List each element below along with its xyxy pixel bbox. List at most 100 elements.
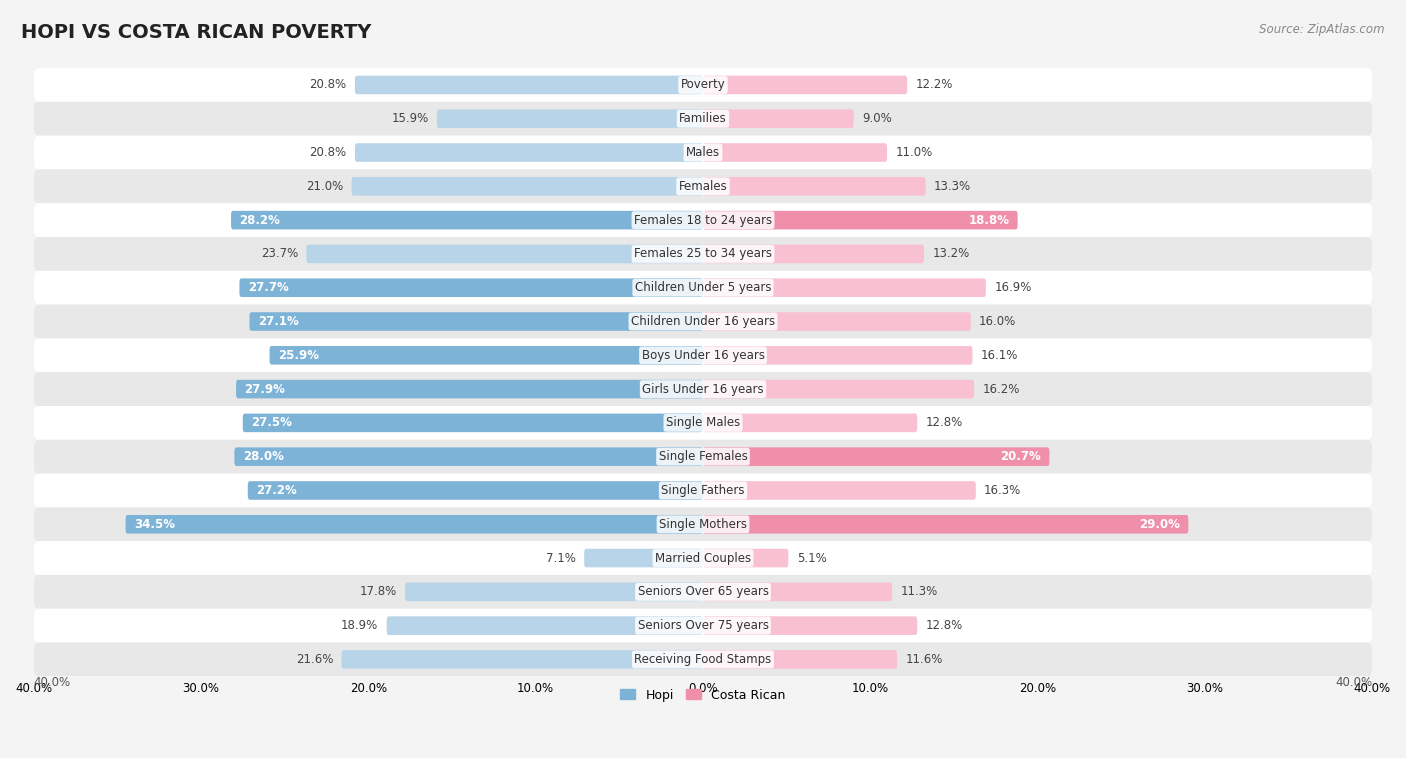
Text: 5.1%: 5.1% bbox=[797, 552, 827, 565]
Text: Females 18 to 24 years: Females 18 to 24 years bbox=[634, 214, 772, 227]
FancyBboxPatch shape bbox=[703, 549, 789, 567]
Text: 16.1%: 16.1% bbox=[981, 349, 1018, 362]
Text: 40.0%: 40.0% bbox=[34, 676, 70, 689]
FancyBboxPatch shape bbox=[34, 372, 1372, 406]
Text: Children Under 5 years: Children Under 5 years bbox=[634, 281, 772, 294]
FancyBboxPatch shape bbox=[703, 380, 974, 399]
Text: Source: ZipAtlas.com: Source: ZipAtlas.com bbox=[1260, 23, 1385, 36]
FancyBboxPatch shape bbox=[34, 609, 1372, 643]
Text: 13.3%: 13.3% bbox=[934, 180, 972, 193]
FancyBboxPatch shape bbox=[34, 68, 1372, 102]
FancyBboxPatch shape bbox=[703, 177, 925, 196]
FancyBboxPatch shape bbox=[125, 515, 703, 534]
Text: Single Males: Single Males bbox=[666, 416, 740, 429]
Text: 7.1%: 7.1% bbox=[546, 552, 576, 565]
Legend: Hopi, Costa Rican: Hopi, Costa Rican bbox=[616, 684, 790, 706]
FancyBboxPatch shape bbox=[249, 312, 703, 330]
FancyBboxPatch shape bbox=[354, 76, 703, 94]
Text: 20.8%: 20.8% bbox=[309, 146, 346, 159]
Text: 15.9%: 15.9% bbox=[391, 112, 429, 125]
FancyBboxPatch shape bbox=[703, 278, 986, 297]
FancyBboxPatch shape bbox=[387, 616, 703, 635]
FancyBboxPatch shape bbox=[703, 312, 970, 330]
Text: 27.9%: 27.9% bbox=[245, 383, 285, 396]
Text: 40.0%: 40.0% bbox=[1336, 676, 1372, 689]
FancyBboxPatch shape bbox=[703, 211, 1018, 230]
FancyBboxPatch shape bbox=[352, 177, 703, 196]
Text: 11.6%: 11.6% bbox=[905, 653, 943, 666]
FancyBboxPatch shape bbox=[703, 481, 976, 500]
FancyBboxPatch shape bbox=[703, 515, 1188, 534]
FancyBboxPatch shape bbox=[703, 414, 917, 432]
FancyBboxPatch shape bbox=[34, 575, 1372, 609]
FancyBboxPatch shape bbox=[270, 346, 703, 365]
Text: 12.8%: 12.8% bbox=[925, 619, 963, 632]
FancyBboxPatch shape bbox=[34, 271, 1372, 305]
Text: Poverty: Poverty bbox=[681, 79, 725, 92]
Text: 16.3%: 16.3% bbox=[984, 484, 1021, 497]
Text: 20.8%: 20.8% bbox=[309, 79, 346, 92]
FancyBboxPatch shape bbox=[703, 245, 924, 263]
FancyBboxPatch shape bbox=[703, 76, 907, 94]
FancyBboxPatch shape bbox=[703, 583, 893, 601]
Text: 27.2%: 27.2% bbox=[256, 484, 297, 497]
FancyBboxPatch shape bbox=[703, 650, 897, 669]
Text: 12.2%: 12.2% bbox=[915, 79, 953, 92]
FancyBboxPatch shape bbox=[342, 650, 703, 669]
Text: 28.0%: 28.0% bbox=[243, 450, 284, 463]
FancyBboxPatch shape bbox=[236, 380, 703, 399]
Text: 25.9%: 25.9% bbox=[278, 349, 319, 362]
Text: 18.8%: 18.8% bbox=[969, 214, 1010, 227]
FancyBboxPatch shape bbox=[34, 305, 1372, 338]
Text: Single Females: Single Females bbox=[658, 450, 748, 463]
Text: 28.2%: 28.2% bbox=[239, 214, 280, 227]
FancyBboxPatch shape bbox=[34, 643, 1372, 676]
Text: 9.0%: 9.0% bbox=[862, 112, 891, 125]
Text: Females 25 to 34 years: Females 25 to 34 years bbox=[634, 247, 772, 261]
FancyBboxPatch shape bbox=[703, 616, 917, 635]
Text: 11.0%: 11.0% bbox=[896, 146, 932, 159]
Text: 16.0%: 16.0% bbox=[979, 315, 1017, 328]
FancyBboxPatch shape bbox=[437, 109, 703, 128]
Text: Boys Under 16 years: Boys Under 16 years bbox=[641, 349, 765, 362]
Text: Married Couples: Married Couples bbox=[655, 552, 751, 565]
Text: Seniors Over 75 years: Seniors Over 75 years bbox=[637, 619, 769, 632]
Text: 34.5%: 34.5% bbox=[134, 518, 174, 531]
Text: 18.9%: 18.9% bbox=[342, 619, 378, 632]
FancyBboxPatch shape bbox=[405, 583, 703, 601]
FancyBboxPatch shape bbox=[34, 170, 1372, 203]
FancyBboxPatch shape bbox=[34, 507, 1372, 541]
Text: Seniors Over 65 years: Seniors Over 65 years bbox=[637, 585, 769, 598]
Text: 16.9%: 16.9% bbox=[994, 281, 1032, 294]
FancyBboxPatch shape bbox=[34, 203, 1372, 237]
FancyBboxPatch shape bbox=[34, 406, 1372, 440]
Text: 20.7%: 20.7% bbox=[1000, 450, 1040, 463]
FancyBboxPatch shape bbox=[703, 447, 1049, 466]
Text: 23.7%: 23.7% bbox=[260, 247, 298, 261]
Text: Males: Males bbox=[686, 146, 720, 159]
FancyBboxPatch shape bbox=[34, 338, 1372, 372]
Text: Females: Females bbox=[679, 180, 727, 193]
FancyBboxPatch shape bbox=[34, 102, 1372, 136]
Text: Single Fathers: Single Fathers bbox=[661, 484, 745, 497]
Text: 12.8%: 12.8% bbox=[925, 416, 963, 429]
Text: 21.0%: 21.0% bbox=[307, 180, 343, 193]
FancyBboxPatch shape bbox=[235, 447, 703, 466]
Text: 29.0%: 29.0% bbox=[1139, 518, 1180, 531]
Text: 11.3%: 11.3% bbox=[900, 585, 938, 598]
Text: 27.1%: 27.1% bbox=[257, 315, 298, 328]
FancyBboxPatch shape bbox=[247, 481, 703, 500]
FancyBboxPatch shape bbox=[583, 549, 703, 567]
FancyBboxPatch shape bbox=[354, 143, 703, 162]
Text: 13.2%: 13.2% bbox=[932, 247, 970, 261]
Text: Single Mothers: Single Mothers bbox=[659, 518, 747, 531]
FancyBboxPatch shape bbox=[34, 237, 1372, 271]
FancyBboxPatch shape bbox=[239, 278, 703, 297]
Text: 27.5%: 27.5% bbox=[252, 416, 292, 429]
FancyBboxPatch shape bbox=[703, 346, 973, 365]
Text: Girls Under 16 years: Girls Under 16 years bbox=[643, 383, 763, 396]
FancyBboxPatch shape bbox=[243, 414, 703, 432]
FancyBboxPatch shape bbox=[703, 143, 887, 162]
FancyBboxPatch shape bbox=[34, 541, 1372, 575]
Text: 21.6%: 21.6% bbox=[295, 653, 333, 666]
